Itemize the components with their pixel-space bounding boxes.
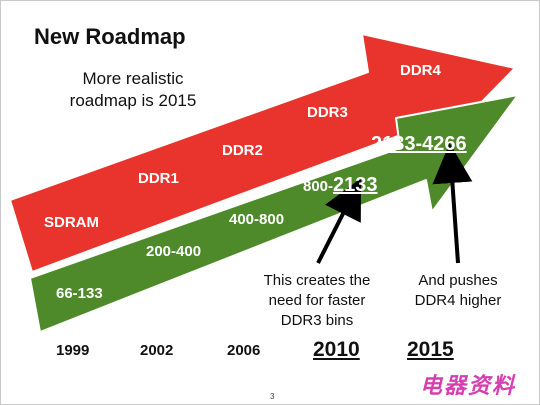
callout-arrow-ddr4 (432, 143, 473, 264)
sdram-label: SDRAM (44, 214, 99, 231)
watermark-logo: 电器资料 (420, 373, 517, 398)
ddr3-speed-label: 800-2133 (303, 174, 378, 197)
year-2006: 2006 (227, 342, 261, 359)
green-roadmap-arrow (29, 94, 519, 333)
year-2010: 2010 (313, 338, 360, 361)
ddr1-label: DDR1 (138, 170, 179, 187)
year-2015: 2015 (407, 338, 454, 361)
page-number: 3 (270, 392, 275, 401)
ddr1-speed-label: 200-400 (146, 243, 202, 260)
ddr4-speed-label: 2133-4266 (371, 133, 467, 155)
callout-ddr4-higher: And pushes DDR4 higher (414, 272, 502, 309)
ddr3-speed-highlight: 2133 (333, 174, 378, 196)
year-2002: 2002 (140, 342, 174, 359)
callout-faster-ddr3: This creates the need for faster DDR3 bi… (263, 272, 371, 329)
ddr2-speed-label: 400-800 (229, 211, 285, 228)
callout-arrow-ddr3 (316, 178, 362, 264)
roadmap-note: More realistic roadmap is 2015 (69, 69, 197, 110)
ddr4-label: DDR4 (400, 62, 441, 79)
year-1999: 1999 (56, 342, 90, 359)
ddr3-speed-prefix: 800- (303, 178, 334, 195)
sdram-speed-label: 66-133 (56, 285, 103, 302)
slide-title: New Roadmap (34, 24, 186, 49)
ddr3-label: DDR3 (307, 104, 348, 121)
ddr2-label: DDR2 (222, 142, 263, 159)
